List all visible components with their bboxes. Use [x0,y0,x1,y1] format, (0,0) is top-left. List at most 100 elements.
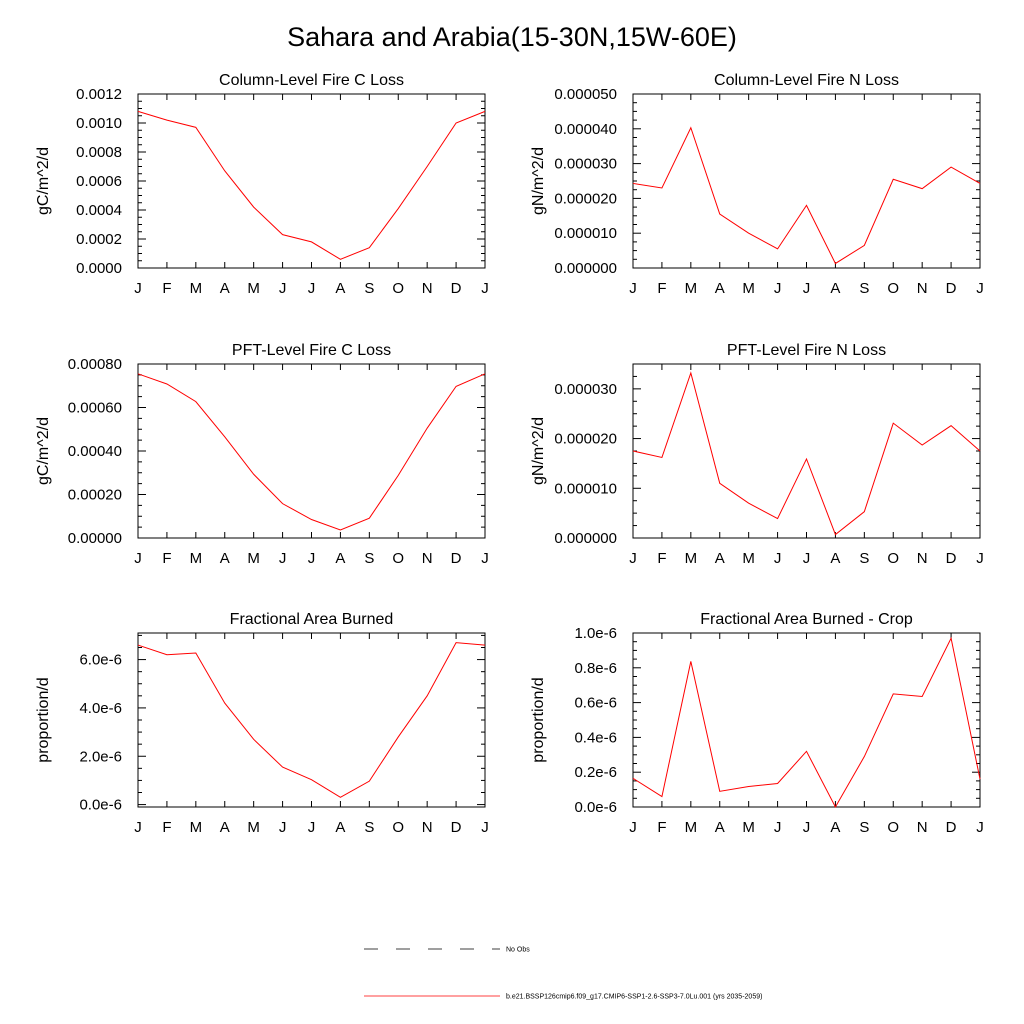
y-axis-label: proportion/d [35,677,52,762]
chart-panel-6: Fractional Area Burned - Crop proportion/… [530,611,984,836]
x-tick-label: J [134,280,142,297]
panel-title: Fractional Area Burned [230,611,394,628]
x-tick-label: F [162,280,171,297]
x-tick-label: J [279,280,287,297]
x-tick-label: J [803,550,811,567]
y-tick-label: 6.0e-6 [79,652,122,669]
y-tick-label: 0.00080 [68,356,122,373]
x-tick-label: A [220,819,230,836]
x-tick-label: J [629,280,637,297]
y-tick-label: 4.0e-6 [79,700,122,717]
y-tick-label: 0.000020 [554,431,617,448]
y-tick-label: 0.000000 [554,530,617,547]
y-tick-label: 0.0002 [76,231,122,248]
x-tick-label: O [392,819,404,836]
x-tick-label: A [335,819,345,836]
x-tick-label: M [742,819,755,836]
y-axis-label: gN/m^2/d [530,147,547,215]
legend-label-model: b.e21.BSSP126cmip6.f09_g17.CMIP6-SSP1-2.… [506,994,762,1001]
x-tick-label: J [279,550,287,567]
x-tick-label: M [247,280,260,297]
x-tick-label: S [364,280,374,297]
y-tick-label: 0.0000 [76,260,122,277]
x-tick-label: M [685,280,698,297]
x-tick-label: D [946,550,957,567]
y-tick-label: 0.000050 [554,86,617,103]
y-tick-label: 1.0e-6 [574,625,617,642]
y-tick-label: 0.0008 [76,144,122,161]
x-tick-label: O [392,550,404,567]
y-tick-label: 0.000000 [554,260,617,277]
x-tick-label: A [715,280,725,297]
x-tick-label: N [422,819,433,836]
panel-title: PFT-Level Fire N Loss [727,342,886,359]
x-tick-label: N [917,550,928,567]
x-tick-label: A [715,550,725,567]
x-tick-label: J [976,819,984,836]
series-line [137,642,486,798]
legend: No Obs b.e21.BSSP126cmip6.f09_g17.CMIP6-… [364,947,762,1001]
x-tick-label: D [451,819,462,836]
x-tick-label: J [629,550,637,567]
x-tick-label: A [715,819,725,836]
x-tick-label: J [774,280,782,297]
x-tick-label: N [422,550,433,567]
y-tick-label: 0.0012 [76,86,122,103]
x-tick-label: M [742,550,755,567]
x-tick-label: D [946,819,957,836]
series-line [137,110,486,260]
y-tick-label: 0.0010 [76,115,122,132]
x-tick-label: F [162,550,171,567]
x-tick-label: A [220,280,230,297]
x-tick-label: A [830,280,840,297]
x-tick-label: F [657,819,666,836]
x-tick-label: J [629,819,637,836]
page-title: Sahara and Arabia(15-30N,15W-60E) [287,22,737,52]
x-tick-label: J [774,819,782,836]
x-tick-label: F [657,280,666,297]
x-tick-label: M [742,280,755,297]
x-tick-label: O [887,550,899,567]
x-tick-label: S [859,280,869,297]
y-tick-label: 0.000010 [554,480,617,497]
panel-title: PFT-Level Fire C Loss [232,342,391,359]
x-tick-label: J [481,550,489,567]
y-tick-label: 0.2e-6 [574,764,617,781]
panel-title: Fractional Area Burned - Crop [700,611,913,628]
x-tick-label: A [335,280,345,297]
x-tick-label: J [481,280,489,297]
x-tick-label: J [308,819,316,836]
x-tick-label: J [134,550,142,567]
x-tick-label: J [976,280,984,297]
y-tick-label: 0.0004 [76,202,122,219]
y-tick-label: 0.4e-6 [574,729,617,746]
panel-title: Column-Level Fire N Loss [714,72,899,89]
x-tick-label: M [247,819,260,836]
x-tick-label: N [917,819,928,836]
plot-frame [632,93,981,269]
x-tick-label: J [308,550,316,567]
y-tick-label: 0.00040 [68,443,122,460]
x-tick-label: D [451,280,462,297]
legend-label-no-obs: No Obs [506,947,530,954]
x-tick-label: J [134,819,142,836]
y-tick-label: 0.00060 [68,400,122,417]
y-tick-label: 0.0006 [76,173,122,190]
x-tick-label: O [392,280,404,297]
x-tick-label: S [859,550,869,567]
y-axis-label: gC/m^2/d [35,417,52,485]
series-line [632,126,981,265]
x-tick-label: M [685,819,698,836]
x-tick-label: J [803,280,811,297]
x-tick-label: S [364,819,374,836]
x-tick-label: N [917,280,928,297]
y-tick-label: 0.6e-6 [574,695,617,712]
x-tick-label: F [657,550,666,567]
x-tick-label: M [247,550,260,567]
x-tick-label: A [830,550,840,567]
y-tick-label: 0.000030 [554,381,617,398]
x-tick-label: D [946,280,957,297]
